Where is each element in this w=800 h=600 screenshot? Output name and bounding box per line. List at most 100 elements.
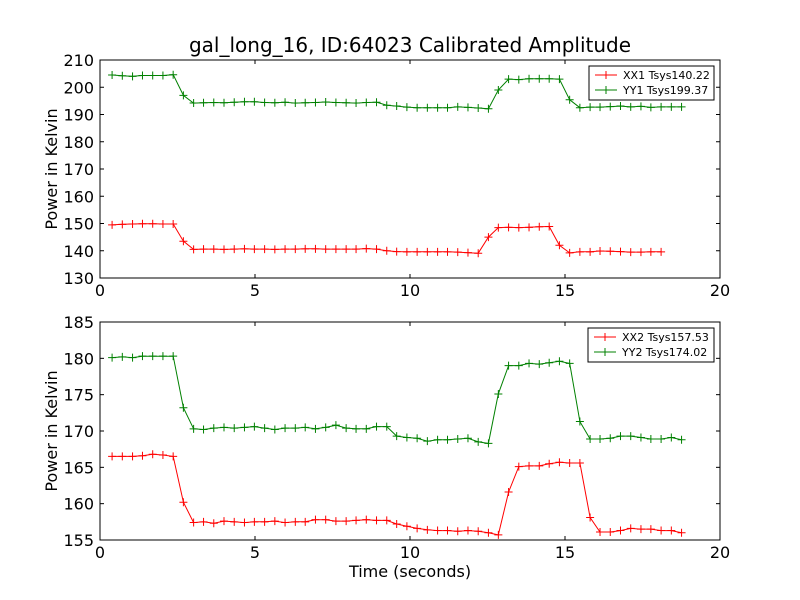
data-point [199,425,208,434]
data-point [392,247,401,256]
data-point [209,98,218,107]
data-point [626,248,635,257]
data-point [596,434,605,443]
data-point [179,91,188,100]
data-point [209,245,218,254]
data-point [657,102,666,111]
y-tick-label: 200 [63,78,94,97]
data-point [311,244,320,253]
legend-label: XX2 Tsys157.53 [622,331,709,344]
x-tick-label: 15 [555,281,575,300]
data-point [606,434,615,443]
data-point [545,74,554,83]
data-point [453,434,462,443]
data-point [128,72,137,81]
data-point [209,519,218,528]
data-point [484,233,493,242]
legend-label: YY1 Tsys199.37 [622,84,708,97]
data-point [372,422,381,431]
data-point [179,237,188,246]
legend-label: XX1 Tsys140.22 [623,69,710,82]
data-point [636,102,645,111]
data-point [220,245,228,254]
legend-marker [602,86,610,94]
data-point [291,245,300,254]
data-point [220,517,228,526]
data-point [657,247,666,256]
data-point [260,245,269,254]
data-point [179,403,188,412]
data-point [209,424,218,433]
data-point [596,528,605,537]
data-point [311,98,320,107]
x-tick-label: 10 [400,543,420,562]
data-point [514,361,523,370]
data-point [535,74,544,83]
data-point [413,434,422,443]
data-point [220,98,228,107]
data-point [586,513,595,522]
data-point [128,353,137,362]
data-point [443,247,452,256]
data-point [128,452,137,461]
data-point [352,516,361,525]
data-point [646,247,655,256]
data-point [240,518,249,527]
legend-marker [601,333,609,341]
data-point [565,248,574,257]
data-point [616,526,625,535]
data-point [352,424,361,433]
data-point [331,245,340,254]
data-point [514,75,523,84]
data-point [596,103,605,112]
data-point [179,498,188,507]
data-point [301,423,310,432]
data-point [402,247,411,256]
data-point [138,352,147,361]
data-point [504,488,513,497]
data-point [555,458,564,467]
data-point [240,244,249,253]
data-point [362,515,371,524]
data-point [118,220,127,229]
data-point [453,102,462,111]
data-point [372,245,381,254]
data-point [270,517,279,526]
data-point [545,358,554,367]
x-tick-label: 0 [95,543,105,562]
data-point [270,425,279,434]
data-point [504,361,513,370]
data-point [118,352,127,361]
data-point [301,244,310,253]
data-point [575,417,584,426]
data-point [148,450,157,459]
data-point [474,437,483,446]
data-point [331,517,340,526]
data-point [372,516,381,525]
data-point [555,357,564,366]
data-point [321,245,330,254]
y-tick-label: 150 [63,215,94,234]
data-point [342,98,351,107]
chart-title: gal_long_16, ID:64023 Calibrated Amplitu… [189,33,631,57]
data-point [321,97,330,106]
data-point [443,526,452,535]
data-point [433,247,442,256]
data-point [606,528,615,537]
data-point [382,516,391,525]
legend-box [587,327,715,363]
y-tick-label: 175 [63,386,94,405]
data-point [291,99,300,108]
data-point [230,424,239,433]
data-point [525,359,534,368]
data-point [433,526,442,535]
data-point [169,452,178,461]
data-point [423,525,432,534]
data-point [260,98,269,107]
y-tick-label: 155 [63,531,94,550]
data-point [657,526,666,535]
data-point [586,247,595,256]
data-point [484,439,493,448]
x-tick-label: 20 [710,543,730,562]
